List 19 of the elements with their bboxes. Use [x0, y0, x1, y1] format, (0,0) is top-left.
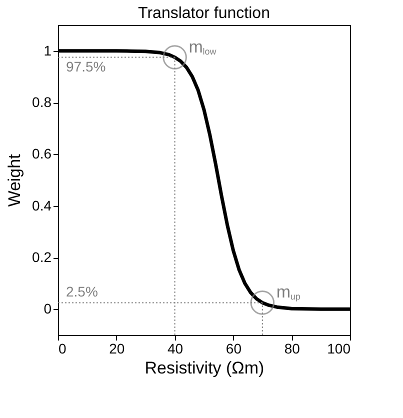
- annotation: mup: [276, 282, 300, 302]
- y-tick-label: 0.6: [32, 146, 52, 162]
- y-tick-label: 1: [44, 42, 52, 58]
- x-tick-label: 20: [109, 340, 125, 356]
- ref-line-label: 2.5%: [66, 284, 98, 300]
- y-tick-label: 0.4: [32, 197, 52, 214]
- y-tick-label: 0.2: [32, 249, 52, 265]
- ref-line-label: 97.5%: [66, 58, 106, 74]
- x-tick-label: 60: [226, 340, 242, 356]
- x-axis-title: Resistivity (Ωm): [144, 358, 264, 378]
- x-tick-label: 100: [327, 340, 351, 356]
- x-tick-label: 0: [58, 340, 66, 356]
- y-axis-title: Weight: [5, 154, 24, 207]
- chart-title: Translator function: [138, 5, 270, 22]
- x-tick-label: 80: [284, 340, 300, 356]
- x-tick-label: 40: [168, 340, 184, 356]
- y-tick-label: 0.8: [32, 94, 52, 110]
- y-tick-label: 0: [44, 300, 52, 317]
- annotation: mlow: [188, 37, 217, 56]
